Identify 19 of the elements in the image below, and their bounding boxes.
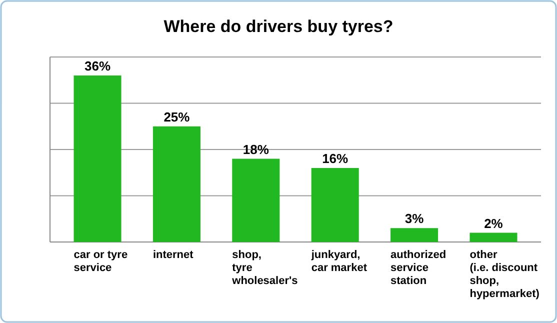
bar [390,228,438,242]
data-label: 25% [164,109,190,124]
bar [311,168,359,242]
bar [152,126,200,242]
x-tick-label: shop, tyre wholesaler's [231,249,298,287]
bar [232,158,280,242]
x-tick-label: car or tyre service [74,249,128,274]
data-label: 16% [322,151,349,166]
x-tick-label: authorized service station [390,249,446,287]
chart-title: Where do drivers buy tyres? [164,17,394,36]
data-label: 36% [84,58,111,74]
x-tick-label: internet [152,249,194,261]
bar [470,232,518,242]
x-tick-label: other (i.e. discount shop, hypermarket) [470,249,540,300]
data-label: 3% [404,211,424,226]
bar [74,76,122,242]
data-label: 18% [242,142,270,157]
data-label: 2% [484,216,504,231]
x-tick-label: junkyard, car market [310,249,368,274]
